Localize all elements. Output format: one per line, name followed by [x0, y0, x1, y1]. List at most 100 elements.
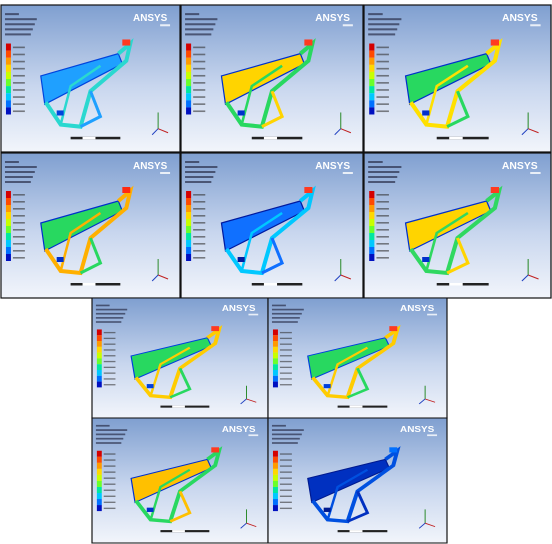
legend-label	[376, 61, 388, 63]
legend-label	[193, 75, 205, 77]
header-text	[96, 317, 123, 319]
legend-label	[376, 222, 388, 224]
legend-swatch	[6, 254, 11, 261]
legend-label	[193, 96, 205, 98]
legend-swatch	[6, 58, 11, 65]
legend-swatch	[6, 107, 11, 114]
scale-bar	[83, 283, 96, 286]
legend-label	[104, 471, 116, 472]
header-text	[368, 176, 397, 178]
header-text	[5, 23, 35, 25]
legend-label	[280, 490, 292, 491]
legend-label	[193, 250, 205, 252]
legend-label	[376, 82, 388, 84]
header-text	[272, 425, 286, 427]
legend-swatch	[97, 358, 102, 364]
scale-bar	[83, 137, 96, 140]
legend-label	[104, 349, 116, 350]
max-marker	[304, 187, 312, 193]
legend-label	[193, 236, 205, 238]
legend-swatch	[369, 86, 374, 93]
legend-swatch	[186, 219, 191, 226]
header-text	[368, 23, 399, 25]
ansys-logo: ANSYS	[315, 13, 350, 24]
legend-swatch	[6, 86, 11, 93]
legend-label	[376, 110, 388, 112]
header-text	[368, 13, 383, 15]
legend-swatch	[369, 107, 374, 114]
legend-swatch	[186, 100, 191, 107]
legend-label	[280, 465, 292, 466]
legend-swatch	[97, 382, 102, 388]
legend-label	[376, 257, 388, 259]
header-text	[96, 442, 121, 444]
header-text	[96, 429, 127, 431]
legend-label	[104, 378, 116, 379]
legend-swatch	[97, 370, 102, 376]
min-marker	[422, 257, 429, 262]
legend-swatch	[273, 469, 278, 475]
legend-label	[104, 496, 116, 497]
header-text	[5, 171, 35, 173]
header-text	[368, 33, 395, 35]
legend-label	[13, 243, 25, 245]
legend-label	[376, 103, 388, 105]
max-marker	[122, 187, 130, 193]
ansys-logo: ANSYS	[400, 424, 434, 433]
legend-label	[13, 201, 25, 203]
legend-swatch	[273, 481, 278, 487]
legend-swatch	[273, 493, 278, 499]
legend-swatch	[273, 376, 278, 382]
legend-label	[104, 384, 116, 385]
legend-label	[280, 378, 292, 379]
legend-label	[104, 502, 116, 503]
legend-swatch	[97, 469, 102, 475]
legend-label	[193, 47, 205, 49]
legend-swatch	[273, 341, 278, 347]
min-marker	[324, 384, 331, 388]
legend-swatch	[186, 205, 191, 212]
legend-label	[280, 372, 292, 373]
legend-label	[13, 54, 25, 56]
header-text	[5, 28, 33, 30]
min-marker	[57, 110, 64, 115]
legend-label	[193, 82, 205, 84]
legend-swatch	[369, 254, 374, 261]
legend-swatch	[6, 219, 11, 226]
legend-label	[280, 355, 292, 356]
header-text	[185, 171, 215, 173]
legend-swatch	[186, 107, 191, 114]
legend-label	[280, 496, 292, 497]
legend-label	[280, 459, 292, 460]
header-text	[368, 166, 401, 168]
legend-label	[13, 82, 25, 84]
legend-label	[376, 208, 388, 210]
legend-swatch	[97, 493, 102, 499]
legend-swatch	[97, 353, 102, 359]
legend-swatch	[186, 65, 191, 72]
header-text	[96, 438, 123, 440]
header-text	[96, 309, 127, 311]
legend-label	[280, 502, 292, 503]
header-text	[5, 181, 31, 183]
legend-swatch	[97, 475, 102, 481]
legend-swatch	[6, 79, 11, 86]
legend-label	[376, 96, 388, 98]
legend-label	[104, 453, 116, 454]
legend-swatch	[369, 212, 374, 219]
legend-swatch	[186, 191, 191, 198]
panel: ANSYS	[268, 418, 447, 543]
legend-swatch	[273, 382, 278, 388]
legend-label	[280, 349, 292, 350]
legend-swatch	[6, 191, 11, 198]
legend-label	[193, 110, 205, 112]
min-marker	[238, 110, 245, 115]
legend-label	[280, 344, 292, 345]
logo-sub	[248, 314, 258, 316]
legend-label	[280, 508, 292, 509]
ansys-logo: ANSYS	[222, 304, 256, 313]
legend-label	[13, 75, 25, 77]
legend-swatch	[273, 329, 278, 335]
legend-swatch	[369, 100, 374, 107]
legend-label	[280, 471, 292, 472]
